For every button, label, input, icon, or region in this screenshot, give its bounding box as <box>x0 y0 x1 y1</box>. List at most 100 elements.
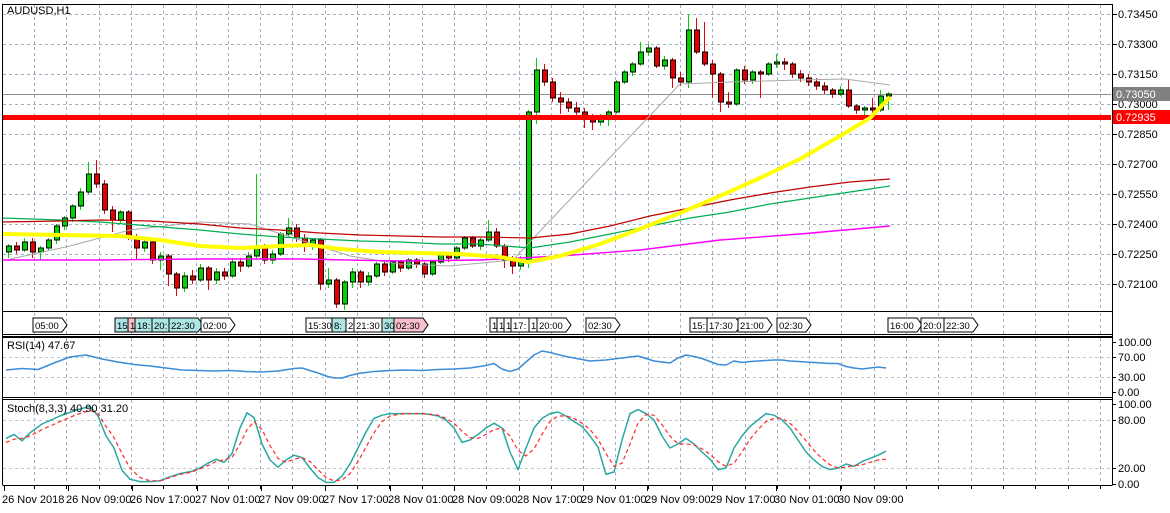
time-tag-text: 20:0 <box>923 321 942 332</box>
time-tag-text: 8: <box>334 321 342 332</box>
candle-body <box>334 279 340 305</box>
rsi-indicator-label: RSI(14) 47.67 <box>7 340 76 352</box>
candle-body <box>534 69 540 113</box>
rsi-axis-label: 30.00 <box>1118 372 1146 384</box>
date-axis-label: 26 Nov 2018 <box>2 494 64 506</box>
time-tag-text: 17:30 <box>709 321 733 332</box>
red-ma-line <box>3 178 891 239</box>
stoch-indicator-label: Stoch(8,3,3) 40.90 31.20 <box>7 403 129 415</box>
time-tag[interactable] <box>737 317 773 333</box>
symbol-period-label: AUDUSD,H1 <box>7 5 71 17</box>
candle-body <box>238 261 244 267</box>
time-tag-text: 02:30 <box>588 321 612 332</box>
time-tag[interactable] <box>585 317 621 333</box>
time-tag-text: 1 <box>531 321 536 332</box>
candle-body <box>486 231 492 241</box>
candle-body <box>430 261 436 275</box>
magenta-ma-line <box>3 225 891 262</box>
price-axis-label: 0.72550 <box>1118 189 1158 201</box>
candle-body <box>398 261 404 269</box>
price-axis: 0.73450 0.73300 0.73150 0.73000 0.72850 0.727… <box>1112 9 1170 491</box>
time-tag[interactable] <box>32 317 68 333</box>
candle-body <box>262 247 268 261</box>
candle-body <box>182 275 188 289</box>
candle-body <box>166 255 172 275</box>
candle-body <box>686 29 692 83</box>
candle-body <box>470 237 476 247</box>
candle-body <box>190 275 196 281</box>
candle-body <box>414 259 420 265</box>
time-tag-text: 30 <box>384 321 395 332</box>
date-axis-label: 29 Nov 09:00 <box>645 494 710 506</box>
stoch-d-line <box>5 409 887 482</box>
candle-body <box>774 61 780 65</box>
time-tag-text: 05:00 <box>35 321 59 332</box>
candle-body <box>350 271 356 283</box>
candle-body <box>390 261 396 273</box>
time-tag-strip: 05:00 15: 1 18: 20: 22:30 02:00 15:30 8: 2 21:30 30… <box>32 317 979 333</box>
time-tag-text: 15: <box>117 321 130 332</box>
time-tag[interactable] <box>536 317 572 333</box>
candle-body <box>38 247 44 253</box>
current-price-label-text: 0.73050 <box>1116 89 1156 101</box>
price-axis-label: 0.73000 <box>1118 99 1158 111</box>
price-axis-label: 0.72700 <box>1118 159 1158 171</box>
time-tag-text: 15: <box>692 321 705 332</box>
candle-body <box>846 89 852 107</box>
candle-body <box>854 105 860 111</box>
time-tag[interactable] <box>776 317 812 333</box>
current-price-label-box <box>1113 87 1170 101</box>
price-axis-label: 0.72100 <box>1118 279 1158 291</box>
time-tag[interactable] <box>943 317 979 333</box>
candle-body <box>814 81 820 87</box>
date-axis-label: 28 Nov 17:00 <box>517 494 582 506</box>
price-axis-label: 0.72400 <box>1118 219 1158 231</box>
time-tag-text: 17: <box>513 321 526 332</box>
candle-body <box>702 51 708 65</box>
candle-body <box>750 71 756 81</box>
time-tag-text: 20: <box>154 321 167 332</box>
stoch-axis-label: 20.00 <box>1118 463 1146 475</box>
candle-body <box>118 211 124 221</box>
date-axis-label: 29 Nov 17:00 <box>710 494 775 506</box>
candle-body <box>862 107 868 111</box>
candle-body <box>422 263 428 275</box>
candle-body <box>78 191 84 207</box>
time-tag[interactable] <box>887 317 923 333</box>
candle-body <box>214 271 220 281</box>
candle-body <box>742 69 748 81</box>
date-axis-label: 27 Nov 17:00 <box>323 494 388 506</box>
date-axis-label: 29 Nov 01:00 <box>581 494 646 506</box>
candle-body <box>638 51 644 65</box>
horizontal-level-line <box>3 115 1111 120</box>
price-axis-label: 0.72250 <box>1118 249 1158 261</box>
time-tag-text: 21:00 <box>740 321 764 332</box>
time-tag-text: 21:30 <box>356 321 380 332</box>
time-tag-text: 02:30 <box>396 321 420 332</box>
candle-body <box>30 241 36 253</box>
stoch-axis-label: 100.00 <box>1118 399 1152 411</box>
time-tag-text: 1 <box>492 321 497 332</box>
date-axis-label: 26 Nov 17:00 <box>130 494 195 506</box>
candle-body <box>614 81 620 113</box>
time-tag-text: 1 <box>499 321 504 332</box>
candle-body <box>574 107 580 113</box>
date-axis-label: 27 Nov 09:00 <box>259 494 324 506</box>
candle-body <box>326 279 332 285</box>
green-ma-line <box>3 185 891 249</box>
candle-body <box>102 183 108 211</box>
candle-body <box>46 239 52 249</box>
time-tag-text: 2 <box>348 321 353 332</box>
stoch-axis-label: 0.00 <box>1118 479 1139 491</box>
candle-body <box>630 63 636 73</box>
candle-body <box>142 241 148 249</box>
candle-body <box>870 107 876 111</box>
time-tag[interactable] <box>200 317 236 333</box>
candle-body <box>342 281 348 305</box>
candle-body <box>230 261 236 277</box>
time-tag-text: 1 <box>130 321 135 332</box>
time-tag[interactable] <box>393 317 429 333</box>
